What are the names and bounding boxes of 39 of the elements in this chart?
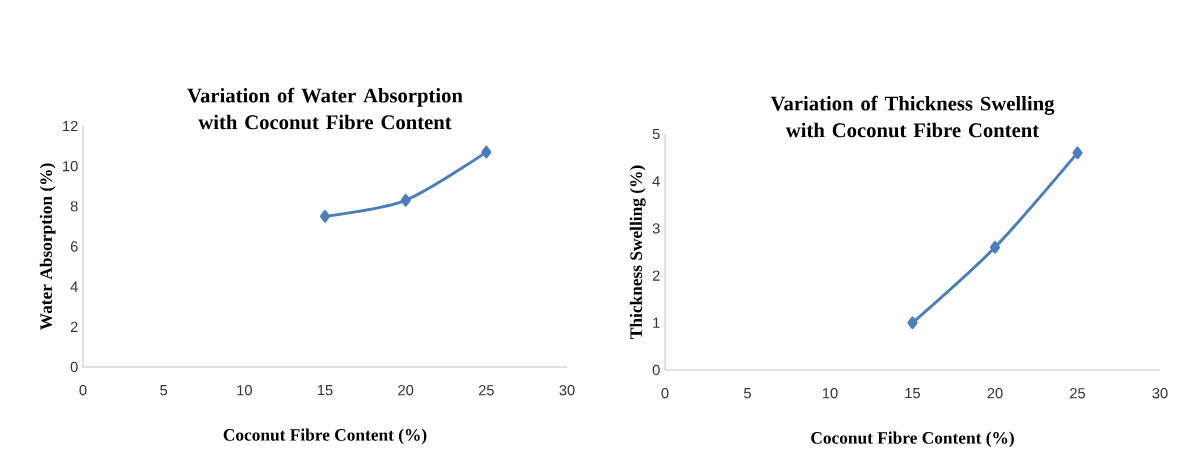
chart-title: Variation of Water Absorption with Coconut Fibre Content — [187, 87, 463, 130]
y-tick-label: 12 — [63, 120, 78, 132]
y-tick-label: 5 — [652, 128, 660, 140]
x-tick-label: 10 — [237, 385, 252, 396]
point — [400, 194, 411, 207]
y-tick-label: 4 — [70, 281, 78, 292]
x-tick-label: 30 — [559, 385, 575, 396]
y-tick-label: 1 — [653, 317, 660, 328]
point — [1072, 146, 1083, 160]
x-tick-label: 20 — [987, 388, 1003, 399]
x-tick-label: 30 — [1152, 388, 1168, 399]
point — [319, 210, 331, 223]
x-tick-label: 15 — [317, 385, 333, 396]
x-tick-label: 0 — [661, 388, 669, 399]
x-tick-label: 25 — [1070, 388, 1086, 399]
x-tick-label: 20 — [398, 385, 414, 396]
x-axis-title: Coconut Fibre Content (%) — [223, 428, 427, 445]
x-tick-label: 25 — [478, 385, 494, 396]
x-tick-label: 5 — [744, 388, 751, 399]
y-tick-label: 6 — [70, 241, 78, 252]
y-tick-label: 0 — [652, 364, 660, 376]
y-tick-label: 2 — [70, 321, 78, 332]
y-axis-title: Thickness Swelling (%) — [629, 165, 646, 339]
x-tick-label: 15 — [905, 388, 921, 399]
point — [989, 241, 1001, 254]
chart-title: Variation of Thickness Swelling with Coconut Fibre Content — [770, 95, 1055, 138]
y-tick-label: 10 — [63, 160, 78, 172]
x-tick-label: 0 — [79, 385, 87, 396]
y-axis-title: Water Absorption (%) — [39, 163, 56, 331]
point — [481, 145, 492, 159]
y-tick-label: 2 — [652, 270, 660, 281]
x-tick-label: 5 — [160, 385, 168, 396]
y-tick-label: 3 — [652, 223, 660, 234]
x-axis-title: Coconut Fibre Content (%) — [811, 431, 1014, 448]
y-tick-label: 8 — [70, 201, 78, 212]
point — [907, 316, 918, 330]
y-tick-label: 4 — [652, 176, 660, 187]
y-tick-label: 0 — [70, 361, 78, 373]
x-tick-label: 10 — [822, 388, 838, 399]
